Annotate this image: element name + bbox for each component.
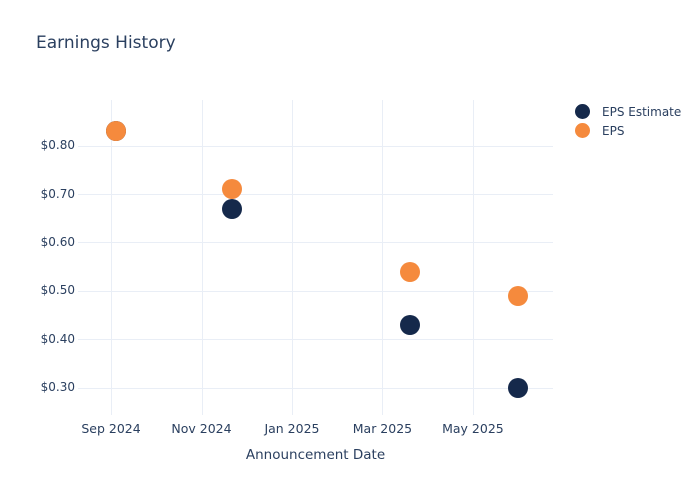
x-gridline: [382, 100, 384, 415]
y-tick-label: $0.80: [40, 138, 75, 153]
x-tick-label: Nov 2024: [171, 421, 232, 436]
point-eps[interactable]: [106, 121, 126, 141]
x-axis-title: Announcement Date: [245, 447, 386, 463]
point-eps-estimate[interactable]: [507, 377, 528, 398]
y-tick-label: $0.30: [40, 380, 75, 395]
legend-label-eps-estimate: EPS Estimate: [602, 104, 682, 119]
point-eps[interactable]: [221, 179, 242, 200]
y-gridline: [78, 242, 553, 244]
y-tick-label: $0.70: [40, 186, 75, 201]
legend: EPS Estimate EPS: [575, 104, 681, 142]
x-gridline: [111, 100, 113, 415]
x-tick-label: Mar 2025: [352, 421, 413, 436]
chart-title: Earnings History: [36, 33, 176, 53]
x-gridline: [472, 100, 474, 415]
point-eps[interactable]: [507, 285, 528, 306]
y-gridline: [78, 145, 553, 147]
y-gridline: [78, 194, 553, 195]
y-tick-label: $0.60: [40, 234, 75, 249]
y-gridline: [78, 387, 553, 389]
x-tick-label: May 2025: [442, 421, 504, 436]
y-gridline: [78, 339, 553, 341]
eps-estimate-marker-icon: [575, 104, 590, 119]
x-axis-tick-labels: Sep 2024 Nov 2024 Jan 2025 Mar 2025 May 2025: [78, 415, 553, 445]
plot-area: [78, 100, 553, 415]
point-eps[interactable]: [400, 261, 421, 282]
y-tick-label: $0.40: [40, 331, 75, 346]
legend-item-eps[interactable]: EPS: [575, 123, 681, 138]
x-gridline: [291, 100, 293, 415]
point-eps-estimate[interactable]: [221, 198, 242, 219]
y-gridline: [78, 290, 553, 292]
y-tick-label: $0.50: [40, 283, 75, 298]
eps-marker-icon: [575, 123, 590, 138]
x-tick-label: Jan 2025: [264, 421, 320, 436]
y-axis-tick-labels: $0.30 $0.40 $0.50 $0.60 $0.70 $0.80: [0, 100, 75, 415]
legend-item-eps-estimate[interactable]: EPS Estimate: [575, 104, 681, 119]
point-eps-estimate[interactable]: [400, 314, 421, 335]
x-tick-label: Sep 2024: [81, 421, 141, 436]
x-gridline: [201, 100, 203, 415]
legend-label-eps: EPS: [602, 123, 625, 138]
